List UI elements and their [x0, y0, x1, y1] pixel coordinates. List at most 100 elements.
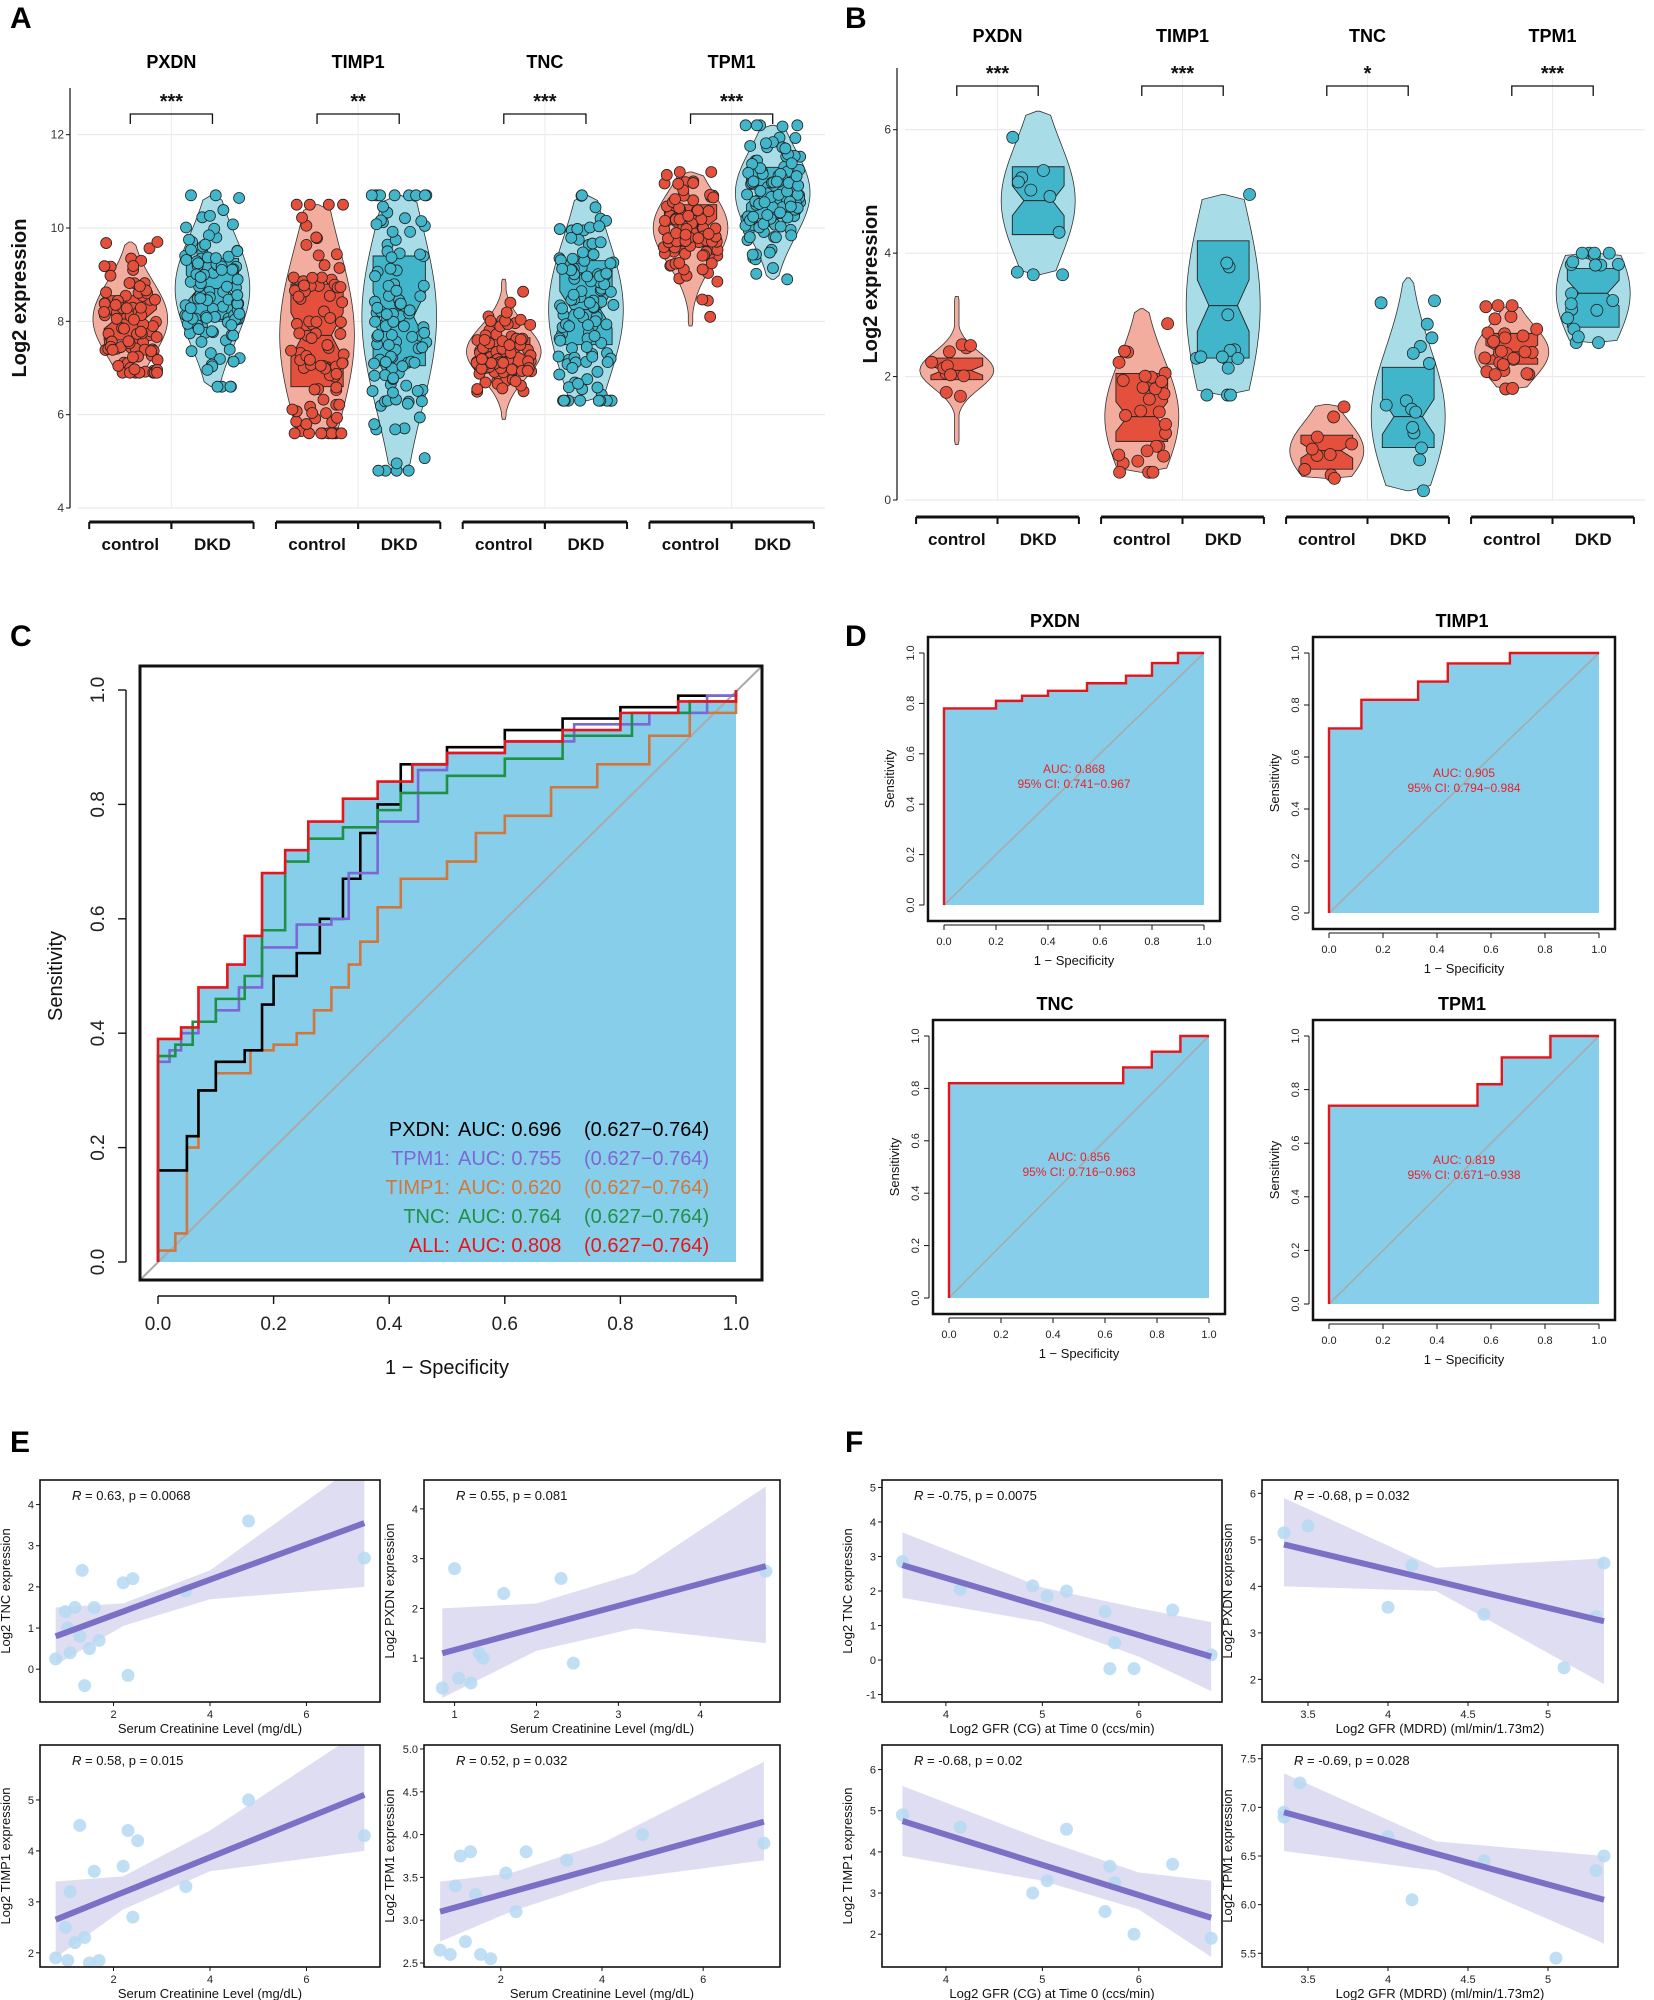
data-point	[370, 218, 383, 231]
x-axis-title: 1 − Specificity	[1424, 1352, 1505, 1367]
data-point	[385, 251, 398, 264]
y-tick-label: 2	[870, 1586, 876, 1598]
y-tick-label: 0.6	[88, 906, 109, 932]
data-point	[1221, 308, 1235, 322]
data-point	[183, 233, 195, 246]
sig-bracket	[316, 113, 400, 124]
data-point	[1310, 430, 1324, 444]
data-point	[957, 369, 971, 383]
data-point	[372, 464, 385, 477]
data-point	[1220, 256, 1234, 270]
data-point	[556, 262, 569, 275]
data-point	[1589, 1864, 1603, 1878]
data-point	[1564, 297, 1578, 311]
data-point	[1127, 1662, 1141, 1676]
stat-r: R	[914, 1753, 927, 1768]
data-point	[306, 407, 319, 419]
data-point	[1406, 421, 1419, 434]
auc-label: AUC: 0.819	[1433, 1153, 1495, 1167]
y-tick-label: 0.8	[1290, 697, 1302, 712]
data-point	[368, 369, 381, 382]
data-point	[116, 1859, 130, 1873]
panel-label-E: E	[10, 1426, 30, 1459]
legend-name-tpm1: TPM1:	[391, 1148, 450, 1170]
data-point	[365, 189, 378, 202]
data-point	[1298, 463, 1312, 476]
regression-line	[54, 1520, 366, 1640]
box-DKD	[1196, 240, 1250, 359]
data-point	[231, 245, 244, 257]
stat-r: R	[1294, 1753, 1307, 1768]
data-point	[566, 362, 579, 374]
x-axis-title: 1 − Specificity	[1039, 1346, 1120, 1361]
x-axis-title: Log2 GFR (MDRD) (ml/min/1.73m2)	[1336, 1986, 1545, 2000]
data-point	[317, 393, 330, 406]
data-point	[954, 389, 967, 403]
data-point	[790, 170, 803, 183]
regression-line	[1283, 1809, 1605, 1903]
x-tick-label: 6	[700, 1974, 706, 1986]
data-point	[377, 200, 389, 213]
data-point	[576, 246, 589, 259]
data-point	[68, 1600, 82, 1614]
data-point	[357, 1551, 371, 1565]
data-point	[58, 1920, 72, 1934]
y-tick-label: 3	[28, 1897, 34, 1909]
data-point	[143, 242, 156, 255]
roc-curve	[942, 651, 1204, 905]
x-tick-label: 0.4	[1429, 944, 1444, 956]
y-tick-label: 2	[870, 1929, 876, 1941]
data-point	[757, 1836, 771, 1850]
y-axis-title: Sensitivity	[1267, 1140, 1282, 1199]
data-point	[607, 299, 620, 311]
data-point	[75, 1563, 89, 1577]
data-point	[702, 205, 715, 217]
stat-label: R = -0.75, p = 0.0075	[914, 1488, 1037, 1503]
data-point	[387, 386, 399, 399]
data-point	[591, 381, 604, 394]
y-tick-label: 4	[870, 1517, 876, 1529]
y-tick-label: 0.0	[1290, 905, 1302, 920]
data-point	[453, 1849, 467, 1863]
data-point	[416, 395, 428, 408]
y-tick-label: 7.5	[1241, 1754, 1256, 1766]
data-point	[185, 189, 197, 202]
data-point	[443, 1947, 457, 1961]
panel-label-C: C	[10, 620, 32, 653]
data-point	[242, 1514, 256, 1528]
group-label: control	[1298, 530, 1356, 549]
y-tick-label: 6	[870, 1765, 876, 1777]
y-tick-label: 0.8	[88, 791, 109, 817]
legend-auc-tpm1: AUC: 0.755	[458, 1148, 561, 1170]
data-point	[1200, 388, 1214, 402]
legend-ci-all: (0.627−0.764)	[584, 1235, 709, 1257]
y-tick-label: 0	[870, 1655, 876, 1667]
plot-frame	[1311, 1018, 1617, 1322]
plot-inner	[49, 1745, 371, 1967]
plot-title: TPM1	[1438, 994, 1486, 1014]
data-point	[499, 1866, 513, 1880]
stat-value: = 0.58, p = 0.015	[85, 1753, 183, 1768]
data-point	[702, 227, 715, 240]
x-tick-label: 0.0	[936, 936, 951, 948]
sig-label: ***	[986, 63, 1010, 85]
x-tick-label: 0.2	[260, 1314, 286, 1335]
data-point	[1505, 299, 1519, 313]
data-point	[925, 355, 938, 369]
y-axis-title: Log2 expression	[860, 205, 882, 364]
data-point	[1345, 437, 1359, 451]
data-point	[691, 204, 704, 217]
x-tick-label: 1.0	[1201, 1329, 1216, 1341]
y-tick-label: 0.4	[88, 1020, 109, 1047]
panel-labels: A B C D E F	[10, 2, 867, 1459]
data-point	[509, 375, 522, 388]
data-point	[92, 1633, 106, 1647]
y-tick-label: 0.4	[905, 797, 917, 812]
data-point	[406, 330, 419, 343]
data-point	[1405, 1893, 1419, 1907]
diagonal-reference-line	[948, 1035, 1210, 1299]
data-point	[335, 427, 348, 440]
y-tick-label: 4	[412, 1504, 418, 1516]
data-point	[390, 284, 403, 297]
